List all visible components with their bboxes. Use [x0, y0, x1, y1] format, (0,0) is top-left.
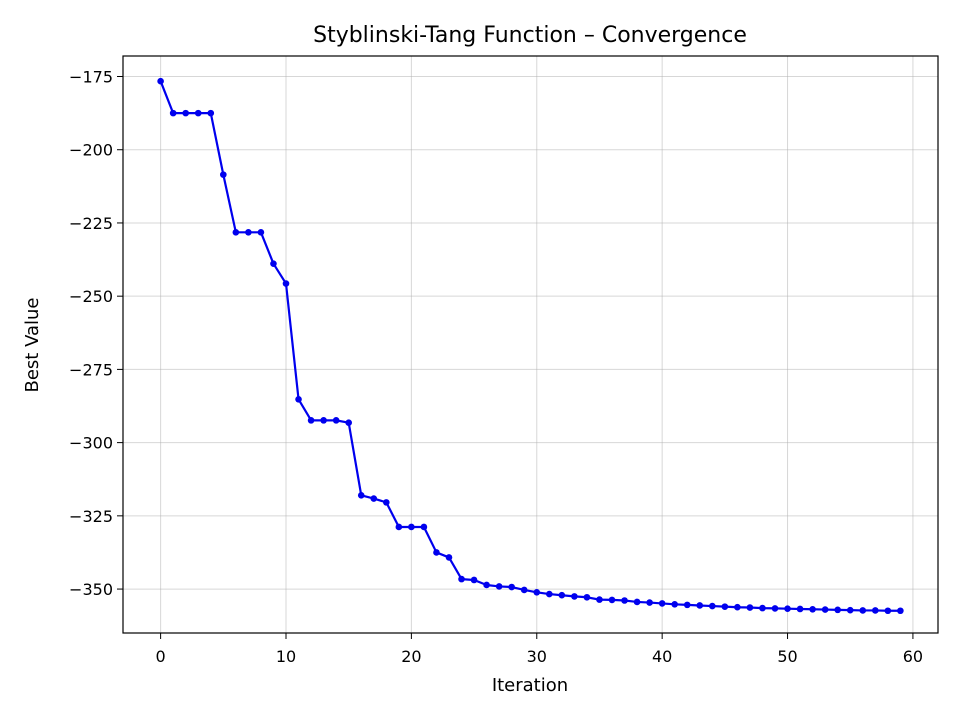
data-point — [470, 576, 478, 584]
data-point — [834, 606, 841, 614]
data-point — [596, 596, 603, 603]
data-point — [458, 575, 465, 583]
chart-title: Styblinski-Tang Function – Convergence — [313, 23, 747, 48]
data-point — [759, 604, 766, 612]
y-tick-label: −200 — [69, 141, 113, 160]
x-tick-label: 60 — [903, 647, 923, 666]
data-point — [383, 499, 390, 506]
data-point — [408, 523, 415, 531]
data-point — [433, 549, 440, 556]
data-point — [721, 603, 729, 610]
data-point — [445, 554, 453, 561]
data-point — [746, 604, 754, 611]
data-point — [495, 583, 503, 590]
data-point — [809, 605, 816, 613]
data-point — [395, 523, 403, 531]
y-tick-label: −250 — [69, 287, 113, 306]
data-point — [872, 607, 879, 614]
data-point — [194, 109, 202, 117]
data-point — [220, 171, 227, 178]
data-point — [796, 605, 804, 613]
data-point — [257, 229, 265, 236]
data-point — [658, 600, 666, 607]
y-axis: −175 −200 −225 −250 −275 −300 −325 −350 — [69, 68, 123, 599]
data-point — [533, 588, 541, 596]
data-point — [734, 603, 741, 611]
data-point — [621, 597, 628, 604]
y-axis-label: Best Value — [22, 297, 43, 392]
y-tick-label: −325 — [69, 507, 113, 526]
data-point — [245, 229, 252, 236]
x-axis-label: Iteration — [492, 675, 568, 696]
data-point — [182, 109, 189, 117]
data-point — [608, 596, 616, 604]
data-point — [232, 229, 240, 236]
data-point — [558, 591, 566, 599]
grid-lines — [123, 56, 938, 633]
data-point — [320, 417, 327, 424]
x-tick-label: 50 — [777, 647, 797, 666]
x-tick-label: 0 — [156, 647, 166, 666]
data-point — [370, 495, 378, 502]
data-point — [169, 109, 177, 117]
data-point — [520, 586, 528, 594]
y-tick-label: −175 — [69, 68, 113, 87]
data-point — [683, 601, 691, 609]
data-point — [420, 523, 428, 531]
y-tick-label: −275 — [69, 360, 113, 379]
data-point — [508, 583, 515, 591]
data-point — [207, 109, 215, 117]
data-point — [884, 607, 892, 615]
plot-area — [157, 77, 904, 615]
data-point — [646, 599, 653, 606]
data-point — [483, 581, 490, 589]
y-tick-label: −300 — [69, 434, 113, 453]
data-point — [357, 492, 365, 499]
data-point — [696, 602, 704, 609]
data-point — [897, 607, 904, 615]
x-tick-label: 40 — [652, 647, 672, 666]
x-tick-label: 20 — [401, 647, 421, 666]
y-tick-label: −225 — [69, 214, 113, 233]
data-point — [307, 417, 315, 424]
data-point — [571, 593, 578, 600]
data-point — [821, 606, 829, 613]
data-point — [332, 417, 340, 424]
data-point — [295, 395, 302, 403]
data-point — [633, 598, 641, 606]
data-point — [546, 590, 553, 598]
x-axis: 0 10 20 30 40 50 60 — [156, 633, 923, 666]
x-tick-label: 10 — [276, 647, 296, 666]
data-point — [671, 600, 678, 608]
x-tick-label: 30 — [527, 647, 547, 666]
data-point — [583, 593, 591, 601]
data-point — [784, 605, 791, 612]
data-point — [846, 606, 854, 614]
data-point — [270, 260, 277, 267]
data-point — [709, 602, 716, 610]
y-tick-label: −350 — [69, 580, 113, 599]
data-point — [345, 419, 352, 427]
plot-frame — [122, 55, 939, 634]
data-point — [859, 607, 867, 614]
data-point — [282, 280, 290, 287]
data-point — [157, 77, 164, 85]
data-point — [771, 605, 779, 612]
